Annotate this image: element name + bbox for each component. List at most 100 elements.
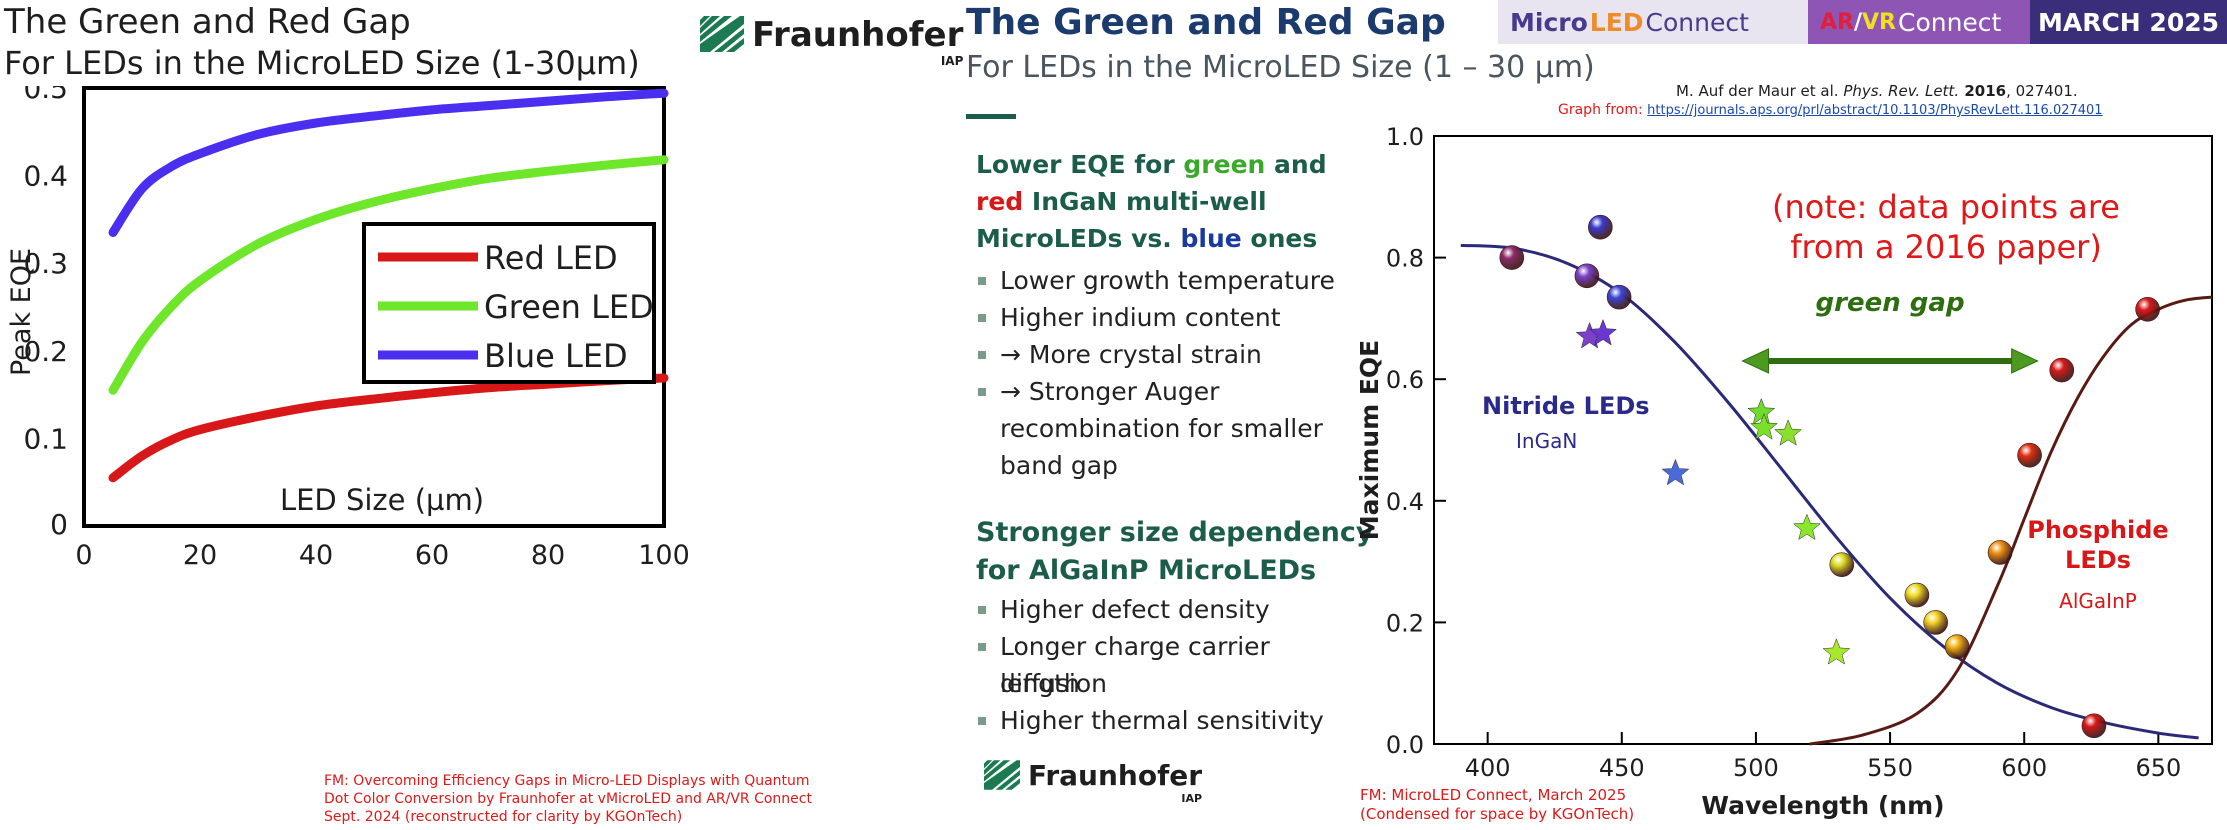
y-tick-label: 0.1	[23, 422, 68, 455]
section2-bullets: Higher defect density Longer charge carr…	[976, 591, 1376, 702]
nitride-label: Nitride LEDs	[1482, 392, 1650, 420]
left-footnote-line: Sept. 2024 (reconstructed for clarity by…	[324, 809, 683, 825]
right-footnote: FM: MicroLED Connect, March 2025 (Conden…	[1360, 786, 1634, 824]
x-tick-label: 80	[531, 540, 565, 571]
x-tick-label: 400	[1465, 754, 1511, 782]
microled-connect-logo: Micro LED Connect	[1498, 0, 1808, 44]
left-logo-sub: IAP	[940, 54, 964, 68]
section1-heading-line3: MicroLEDs vs. blue ones	[976, 220, 1327, 257]
section1-heading-line2: red InGaN multi-well	[976, 183, 1327, 220]
star-point	[1661, 458, 1690, 486]
heading-red-word: red	[976, 187, 1024, 216]
right-footnote-line: (Condensed for space by KGOnTech)	[1360, 805, 1635, 823]
sphere-point	[1606, 284, 1632, 310]
y-tick-label: 0.2	[1386, 609, 1424, 637]
right-subtitle: For LEDs in the MicroLED Size (1 – 30 µm…	[966, 50, 1595, 85]
y-tick-label: 0.4	[23, 160, 68, 193]
heading-green-word: green	[1183, 150, 1266, 179]
star-point	[1589, 318, 1617, 346]
section2-heading-line1: Stronger size dependency	[976, 517, 1374, 548]
legend-label: Blue LED	[484, 337, 628, 375]
green-gap-label: green gap	[1816, 288, 1965, 318]
sphere-point	[1574, 263, 1600, 289]
heading-text: ones	[1241, 224, 1318, 253]
x-tick-label: 40	[299, 540, 333, 571]
sphere-point	[1944, 634, 1970, 660]
x-tick-label: 60	[415, 540, 449, 571]
bullet-item: → More crystal strain	[976, 336, 1336, 373]
left-footnote: FM: Overcoming Efficiency Gaps in Micro-…	[324, 772, 884, 826]
citation-year: 2016	[1959, 82, 2007, 100]
citation-rest: , 027401.	[2006, 82, 2078, 100]
plot-frame	[1433, 135, 2213, 745]
right-title: The Green and Red Gap	[966, 2, 1446, 43]
sphere-point	[2017, 442, 2042, 468]
arrow-head-right	[2011, 348, 2039, 374]
heading-text: and	[1265, 150, 1327, 179]
x-tick-label: 450	[1599, 754, 1645, 782]
graph-from: Graph from: https://journals.aps.org/prl…	[1558, 102, 2103, 118]
sphere-point	[2135, 296, 2160, 322]
bullet-continuation: length	[1000, 669, 1080, 698]
date-badge: MARCH 2025	[2030, 0, 2227, 44]
left-subtitle: For LEDs in the MicroLED Size (1-30µm)	[4, 44, 640, 82]
section1-heading: Lower EQE for green and red InGaN multi-…	[976, 146, 1327, 257]
note-text: from a 2016 paper)	[1790, 228, 2102, 266]
sphere-point	[2081, 713, 2107, 739]
x-axis-label: LED Size (µm)	[280, 483, 484, 517]
phosphide-label: LEDs	[2065, 546, 2131, 574]
note-text: (note: data points are	[1772, 188, 2120, 226]
bullet-item: Longer charge carrier diffusion	[976, 628, 1376, 702]
graph-from-link[interactable]: https://journals.aps.org/prl/abstract/10…	[1647, 103, 2103, 118]
heading-text: Lower EQE for	[976, 150, 1184, 179]
nitride-sub-label: InGaN	[1516, 429, 1577, 453]
bullet-item: Higher defect density	[976, 591, 1376, 628]
microled-led: LED	[1589, 7, 1644, 37]
left-footnote-line: FM: Overcoming Efficiency Gaps in Micro-…	[324, 773, 810, 789]
bullet-item: Higher indium content	[976, 299, 1336, 336]
y-tick-label: 1.0	[1386, 123, 1424, 151]
x-tick-label: 100	[638, 540, 690, 571]
phosphide-label: Phosphide	[2027, 516, 2168, 544]
legend-label: Red LED	[484, 239, 618, 277]
citation-journal: Phys. Rev. Lett.	[1843, 82, 1960, 100]
x-tick-label: 20	[183, 540, 217, 571]
y-axis-label: Peak EQE	[6, 248, 37, 376]
green-gap-arrow	[1741, 348, 2039, 374]
date-text: MARCH 2025	[2037, 7, 2220, 37]
arvr-connect: Connect	[1897, 7, 2002, 37]
y-tick-label: 0.2	[23, 335, 68, 368]
series-line	[108, 88, 669, 237]
chart-legend: Red LED Green LED Blue LED	[362, 222, 656, 384]
section1-bullets: Lower growth temperature Higher indium c…	[976, 262, 1336, 410]
microled-connect: Connect	[1645, 7, 1749, 37]
y-tick-label: 0.5	[23, 86, 68, 105]
sphere-point	[1499, 245, 1525, 270]
nitride-curve	[1460, 243, 2199, 740]
bullet-item: Lower growth temperature	[976, 262, 1336, 299]
fraunhofer-mark-icon	[700, 16, 744, 52]
section2-bullets-b: Higher thermal sensitivity	[976, 702, 1376, 739]
sphere-point	[2049, 357, 2075, 383]
heading-text: MicroLEDs vs.	[976, 224, 1181, 253]
heading-text: InGaN multi-well	[1023, 187, 1267, 216]
y-tick-label: 0	[50, 508, 68, 541]
right-footnote-line: FM: MicroLED Connect, March 2025	[1360, 786, 1627, 804]
legend-label: Green LED	[484, 288, 654, 326]
sphere-point	[1904, 582, 1930, 608]
arvr-sep: /	[1853, 9, 1863, 35]
x-tick-label: 0	[75, 540, 92, 571]
x-tick-label: 600	[2001, 754, 2047, 782]
series-line	[108, 155, 669, 395]
graph-from-label: Graph from:	[1558, 102, 1643, 118]
x-tick-label: 550	[1867, 754, 1913, 782]
left-title: The Green and Red Gap	[4, 2, 411, 42]
citation-authors: M. Auf der Maur et al.	[1676, 82, 1844, 100]
star-point	[1774, 419, 1803, 446]
sphere-point	[1588, 214, 1613, 240]
fraunhofer-mark-icon	[984, 760, 1020, 790]
x-tick-label: 500	[1733, 754, 1779, 782]
star-point	[1747, 397, 1776, 425]
right-scatter-chart: 400 450 500 550 600 650 0.0 0.2 0.4 0.6 0.8 1.0 Wave…	[1355, 123, 2213, 820]
arvr-connect-logo: AR / VR Connect	[1808, 0, 2030, 44]
